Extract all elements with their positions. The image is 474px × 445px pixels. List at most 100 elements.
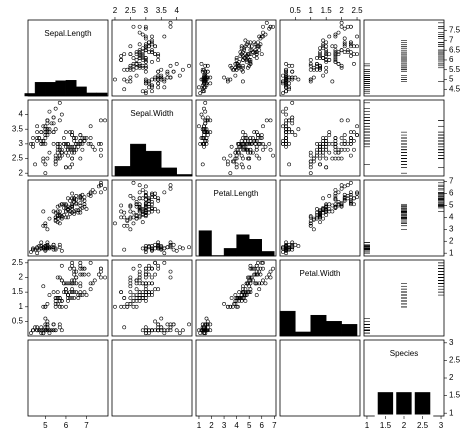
point xyxy=(180,328,185,333)
point xyxy=(284,245,288,250)
point xyxy=(143,63,148,68)
point xyxy=(200,87,205,92)
histogram-bar xyxy=(295,331,311,337)
point xyxy=(35,328,40,333)
point xyxy=(324,52,329,56)
point xyxy=(230,159,235,164)
point xyxy=(352,44,356,49)
point xyxy=(203,73,208,78)
point xyxy=(137,214,142,219)
point xyxy=(143,184,148,189)
point xyxy=(284,248,288,253)
point xyxy=(348,136,353,140)
point xyxy=(82,198,87,203)
histogram-bar xyxy=(161,167,177,177)
panel-frame xyxy=(195,19,277,97)
point xyxy=(45,156,50,161)
point xyxy=(339,156,344,161)
point xyxy=(268,118,273,123)
point xyxy=(254,269,259,274)
point xyxy=(203,69,208,74)
point xyxy=(355,34,359,39)
point xyxy=(74,269,79,274)
point xyxy=(143,77,148,82)
point xyxy=(143,34,148,39)
point xyxy=(171,242,176,247)
point xyxy=(131,24,136,29)
point xyxy=(238,50,243,55)
point xyxy=(318,214,322,219)
point xyxy=(251,150,255,155)
point xyxy=(150,77,154,82)
point xyxy=(257,141,262,146)
point xyxy=(47,130,52,135)
point xyxy=(311,227,316,232)
point xyxy=(131,299,136,303)
point xyxy=(55,216,60,221)
point xyxy=(78,281,83,286)
point xyxy=(59,248,64,253)
point xyxy=(131,221,136,226)
point xyxy=(204,322,209,327)
point xyxy=(33,162,37,167)
point xyxy=(259,34,264,39)
point xyxy=(150,48,154,53)
point xyxy=(78,196,83,201)
x-tick-label: 2.5 xyxy=(351,6,363,15)
y-tick-label: 3 xyxy=(449,224,454,233)
point xyxy=(248,58,253,62)
point xyxy=(128,65,133,70)
point xyxy=(143,202,148,207)
point xyxy=(308,153,313,158)
point xyxy=(41,156,46,161)
point xyxy=(57,275,62,280)
point xyxy=(352,130,356,135)
x-tick-label: 6 xyxy=(64,421,69,430)
point xyxy=(355,133,359,137)
point xyxy=(57,156,62,161)
point xyxy=(55,204,60,209)
point xyxy=(333,202,338,207)
point xyxy=(99,183,103,188)
point xyxy=(271,266,275,271)
point xyxy=(200,115,205,120)
histogram-bar xyxy=(198,230,212,257)
point xyxy=(252,54,257,58)
point xyxy=(308,219,313,223)
point xyxy=(53,106,58,111)
x-tick-label: 5 xyxy=(247,421,252,430)
point xyxy=(88,287,93,292)
point xyxy=(143,204,148,209)
point xyxy=(96,141,101,146)
point xyxy=(128,194,133,198)
x-tick-label: 5 xyxy=(43,421,48,430)
point xyxy=(248,266,253,271)
point xyxy=(86,141,91,146)
point xyxy=(311,217,316,222)
point xyxy=(290,130,295,135)
point xyxy=(134,204,139,209)
point xyxy=(342,26,347,31)
x-tick-label: 2 xyxy=(402,421,407,430)
point xyxy=(31,246,35,251)
y-tick-label: 1.5 xyxy=(449,391,461,400)
point xyxy=(311,156,316,161)
point xyxy=(125,223,130,228)
point xyxy=(234,56,239,60)
point xyxy=(113,77,117,82)
point xyxy=(315,61,319,66)
point xyxy=(64,130,68,135)
point xyxy=(246,40,250,45)
point xyxy=(205,328,210,333)
point xyxy=(345,141,350,146)
point xyxy=(258,136,263,140)
y-tick-label: 2.5 xyxy=(449,356,461,365)
y-tick-label: 3 xyxy=(449,338,454,347)
histogram-bar xyxy=(341,324,358,337)
y-tick-label: 2 xyxy=(449,236,454,245)
point xyxy=(311,65,316,70)
point xyxy=(45,130,50,135)
point xyxy=(241,50,245,55)
point xyxy=(234,165,239,170)
point xyxy=(78,201,83,205)
